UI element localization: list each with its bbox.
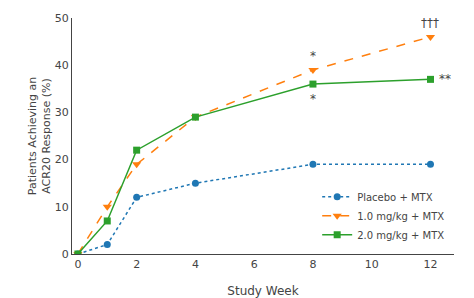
- svg-text:8: 8: [309, 258, 316, 271]
- svg-text:Placebo + MTX: Placebo + MTX: [357, 192, 433, 203]
- svg-text:*: *: [310, 92, 316, 106]
- svg-text:20: 20: [55, 153, 69, 166]
- svg-text:*: *: [310, 49, 316, 63]
- svg-text:4: 4: [192, 258, 199, 271]
- svg-text:2.0 mg/kg + MTX: 2.0 mg/kg + MTX: [357, 230, 444, 241]
- svg-text:†††: †††: [421, 16, 439, 30]
- svg-text:0: 0: [62, 248, 69, 261]
- svg-text:0: 0: [74, 258, 81, 271]
- svg-text:10: 10: [365, 258, 379, 271]
- svg-text:Patients Achieving anACR20 Res: Patients Achieving anACR20 Response (%): [26, 77, 53, 195]
- svg-text:Study Week: Study Week: [227, 284, 298, 298]
- svg-text:10: 10: [55, 201, 69, 214]
- svg-text:6: 6: [251, 258, 258, 271]
- svg-text:**: **: [439, 72, 451, 86]
- svg-text:2: 2: [133, 258, 140, 271]
- svg-text:30: 30: [55, 106, 69, 119]
- svg-text:12: 12: [423, 258, 437, 271]
- svg-text:1.0 mg/kg + MTX: 1.0 mg/kg + MTX: [357, 211, 444, 222]
- svg-text:40: 40: [55, 59, 69, 72]
- svg-text:50: 50: [55, 12, 69, 25]
